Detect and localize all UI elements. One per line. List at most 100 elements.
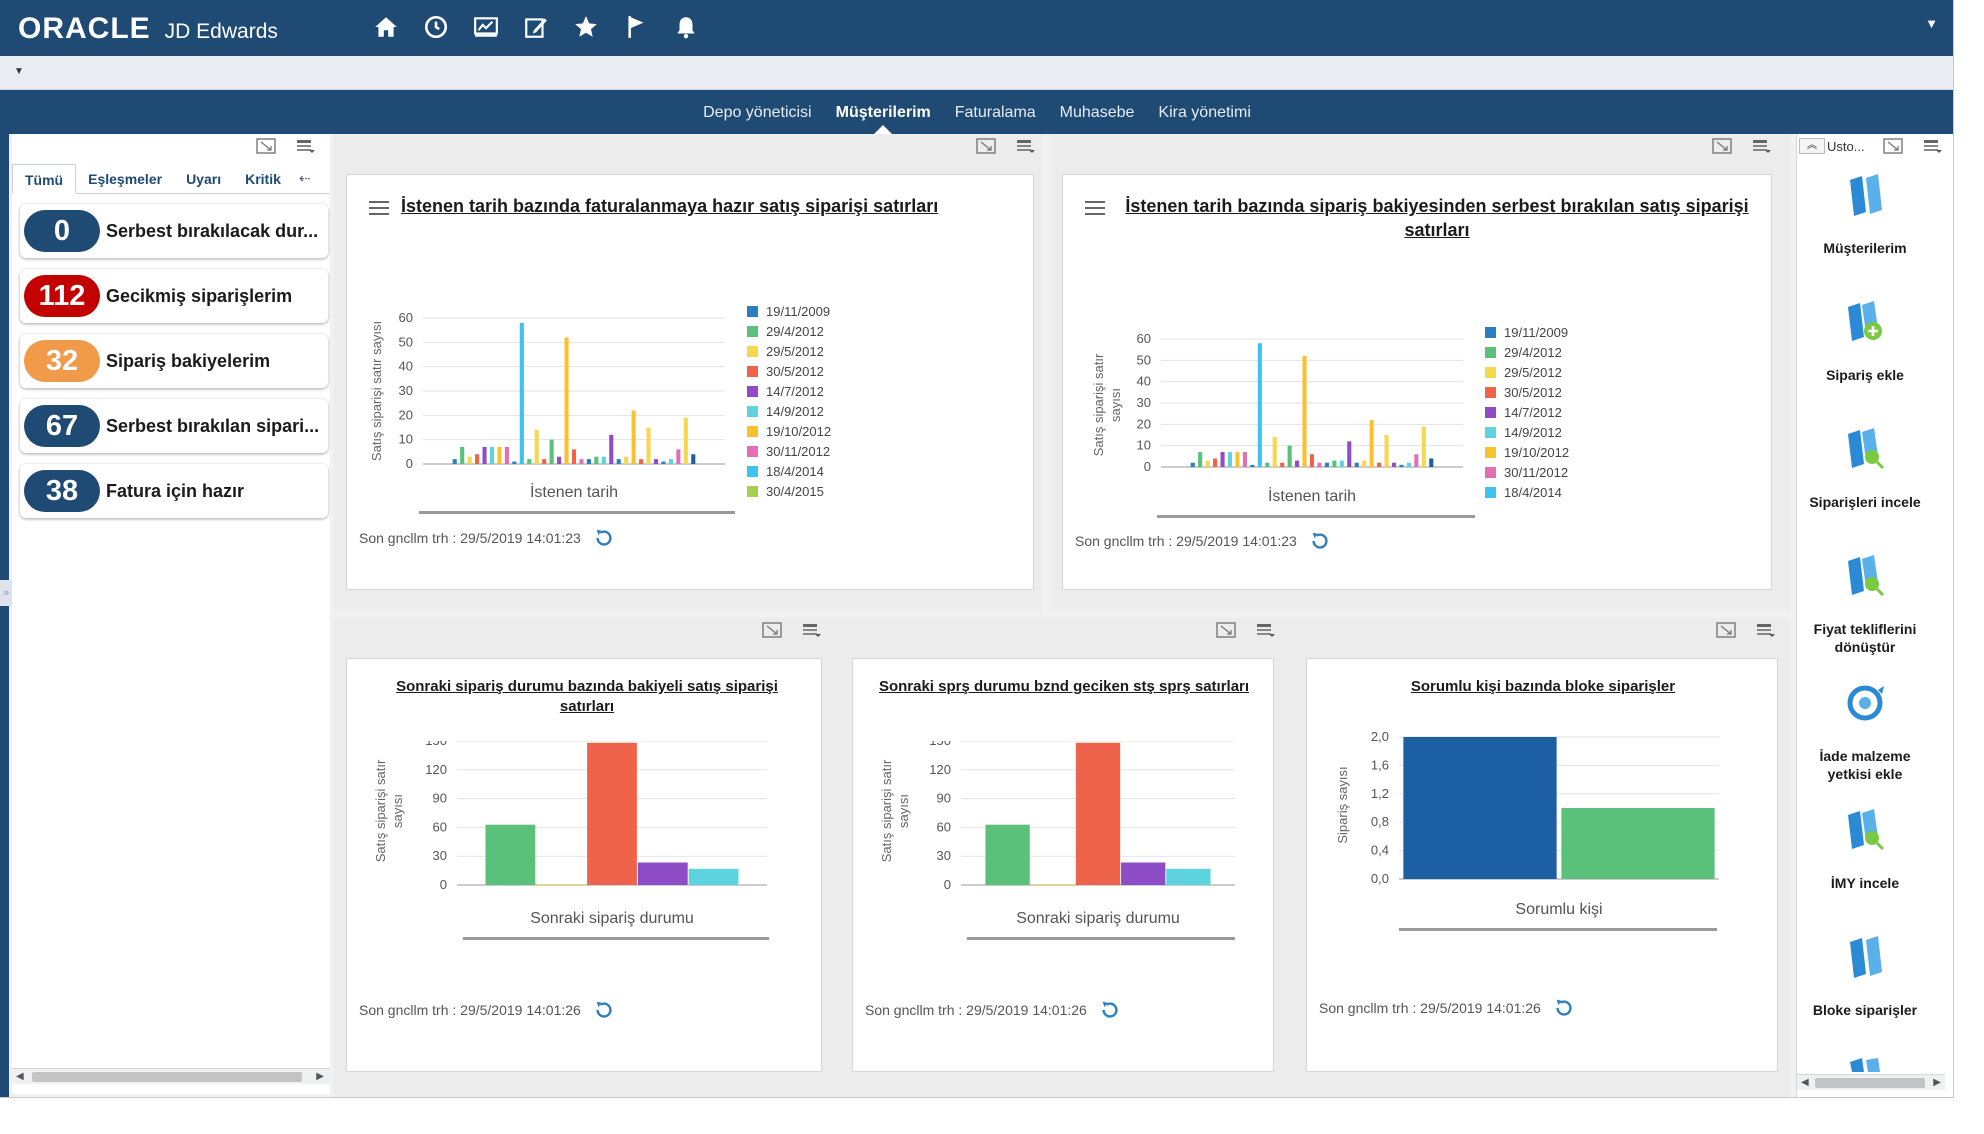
maximize-icon[interactable]	[256, 138, 276, 154]
chart-bar[interactable]	[1377, 462, 1382, 467]
chart-bar[interactable]	[564, 337, 569, 464]
chart-title[interactable]: Sonraki sipariş durumu bazında bakiyeli …	[396, 678, 778, 715]
chart-bar[interactable]	[1302, 356, 1307, 467]
horizontal-scrollbar[interactable]: ◀ ▶	[1797, 1074, 1945, 1090]
chart-scrollbar[interactable]	[419, 511, 735, 514]
chart-bar[interactable]	[1406, 462, 1411, 467]
maximize-icon[interactable]	[762, 622, 782, 638]
chart-bar[interactable]	[637, 862, 688, 886]
collapse-rail-icon[interactable]: ︽	[1799, 138, 1825, 154]
chart-scrollbar[interactable]	[967, 937, 1235, 940]
chart-bar[interactable]	[1257, 343, 1262, 467]
legend-label[interactable]: 30/11/2012	[766, 444, 830, 459]
rail-item-siparisleri-incele[interactable]: Siparişleri incele	[1797, 426, 1933, 511]
chart-bar[interactable]	[460, 446, 465, 464]
chart-bar[interactable]	[1121, 862, 1166, 886]
chart-bar[interactable]	[1205, 460, 1210, 467]
watchlist-item[interactable]: 0 Serbest bırakılacak dur...	[20, 204, 328, 258]
recent-icon[interactable]	[422, 12, 450, 42]
chart-bar[interactable]	[475, 454, 480, 464]
maximize-icon[interactable]	[1216, 622, 1236, 638]
filter-tab-all[interactable]: Tümü	[12, 164, 77, 194]
legend-label[interactable]: 14/9/2012	[1504, 425, 1562, 440]
refresh-icon[interactable]	[593, 527, 615, 549]
chart-bar[interactable]	[668, 459, 673, 464]
chart-bar[interactable]	[661, 461, 666, 464]
chart-bar[interactable]	[1354, 462, 1359, 467]
legend-label[interactable]: 30/5/2012	[766, 364, 824, 379]
chart-bar[interactable]	[1561, 808, 1715, 879]
chart-bar[interactable]	[676, 449, 681, 464]
chart-title[interactable]: Sorumlu kişi bazında bloke siparişler	[1410, 678, 1676, 695]
chart-bar[interactable]	[1227, 452, 1233, 467]
chart-bar[interactable]	[624, 456, 629, 464]
chart-bar[interactable]	[571, 449, 577, 464]
rail-item-iade-malzeme[interactable]: İade malzeme yetkisi ekle	[1797, 680, 1933, 783]
dashboard-icon[interactable]	[472, 12, 500, 42]
chart-bar[interactable]	[1250, 464, 1255, 467]
chart-bar[interactable]	[1190, 462, 1195, 467]
chart-scrollbar[interactable]	[463, 937, 769, 940]
chart-bar[interactable]	[542, 459, 547, 464]
refresh-icon[interactable]	[1553, 997, 1575, 1019]
chart-bar[interactable]	[985, 824, 1030, 885]
chart-bar[interactable]	[512, 461, 517, 464]
rail-item-siparis-ekle[interactable]: Sipariş ekle	[1797, 299, 1933, 384]
chart-bar[interactable]	[536, 884, 587, 885]
chart-title[interactable]: İstenen tarih bazında sipariş bakiyesind…	[1125, 196, 1749, 240]
refresh-icon[interactable]	[1309, 530, 1331, 552]
legend-label[interactable]: 19/10/2012	[1504, 445, 1569, 460]
chart-bar[interactable]	[653, 459, 659, 464]
filter-tab-warning[interactable]: Uyarı	[186, 171, 222, 187]
rail-item-imy-incele[interactable]: İMY incele	[1797, 807, 1933, 892]
tab-musterilerim[interactable]: Müşterilerim	[824, 90, 943, 134]
panel-menu-icon[interactable]	[1923, 138, 1943, 154]
chart-bar[interactable]	[534, 429, 539, 464]
chart-menu-icon[interactable]	[1085, 201, 1105, 215]
maximize-icon[interactable]	[1716, 622, 1736, 638]
chart-bar[interactable]	[1421, 426, 1426, 467]
filter-tab-critical[interactable]: Kritik	[245, 171, 281, 187]
chart-bar[interactable]	[504, 446, 509, 464]
chart-bar[interactable]	[1317, 462, 1322, 467]
rail-item-bloke-siparisler[interactable]: Bloke siparişler	[1797, 934, 1933, 1019]
chart-bar[interactable]	[1235, 452, 1240, 467]
flag-icon[interactable]	[622, 12, 650, 42]
filter-tab-matches[interactable]: Eşleşmeler	[88, 171, 163, 187]
legend-label[interactable]: 18/4/2014	[1504, 485, 1562, 500]
refresh-icon[interactable]	[593, 999, 615, 1021]
chart-bar[interactable]	[1220, 452, 1225, 467]
chart-bar[interactable]	[467, 456, 472, 464]
favorites-icon[interactable]	[572, 12, 600, 42]
chart-bar[interactable]	[497, 446, 502, 464]
chart-bar[interactable]	[1075, 742, 1121, 885]
chart-bar[interactable]	[594, 456, 599, 464]
chart-bar[interactable]	[557, 456, 562, 464]
chart-scrollbar[interactable]	[1399, 928, 1717, 931]
chart-bar[interactable]	[1391, 462, 1397, 467]
chart-bar[interactable]	[1213, 458, 1218, 467]
chart-bar[interactable]	[646, 427, 651, 465]
chart-bar[interactable]	[631, 410, 636, 464]
filter-scroll-icon[interactable]: ⇠	[298, 170, 311, 186]
home-icon[interactable]	[372, 12, 400, 42]
chart-bar[interactable]	[519, 322, 524, 464]
chart-menu-icon[interactable]	[369, 201, 389, 215]
watchlist-item[interactable]: 112 Gecikmiş siparişlerim	[20, 269, 328, 323]
watchlist-item[interactable]: 67 Serbest bırakılan sipari...	[20, 399, 328, 453]
chart-bar[interactable]	[1295, 460, 1300, 467]
chart-bar[interactable]	[1384, 435, 1389, 467]
chart-bar[interactable]	[527, 459, 532, 464]
panel-menu-icon[interactable]	[1016, 138, 1036, 154]
chart-bar[interactable]	[1198, 452, 1203, 467]
chart-bar[interactable]	[1265, 462, 1270, 467]
tab-depo-yoneticisi[interactable]: Depo yöneticisi	[703, 104, 812, 121]
chart-bar[interactable]	[1309, 454, 1315, 467]
edit-icon[interactable]	[522, 12, 550, 42]
legend-label[interactable]: 19/11/2009	[766, 304, 830, 319]
sub-menu-caret-icon[interactable]: ▼	[14, 66, 24, 77]
chart-bar[interactable]	[1362, 460, 1367, 467]
chart-bar[interactable]	[586, 459, 591, 464]
legend-label[interactable]: 29/5/2012	[1504, 365, 1562, 380]
chart-bar[interactable]	[579, 459, 584, 464]
